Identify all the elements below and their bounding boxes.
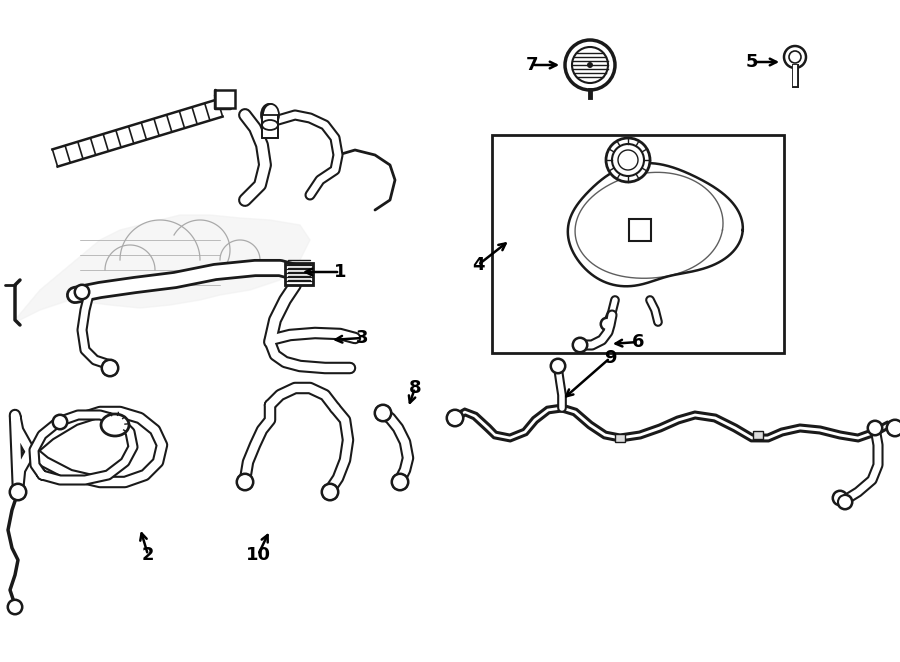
Circle shape	[51, 414, 68, 430]
Text: 10: 10	[246, 546, 271, 564]
Polygon shape	[629, 219, 651, 240]
Circle shape	[784, 46, 806, 68]
Circle shape	[322, 484, 338, 500]
Circle shape	[320, 483, 339, 502]
Circle shape	[618, 150, 638, 170]
Text: 9: 9	[604, 349, 617, 367]
Ellipse shape	[101, 414, 129, 436]
Ellipse shape	[262, 104, 278, 126]
Circle shape	[573, 338, 587, 352]
Circle shape	[599, 316, 615, 332]
Circle shape	[53, 415, 67, 429]
Circle shape	[572, 336, 589, 354]
Text: 2: 2	[142, 546, 154, 564]
Text: 7: 7	[526, 56, 538, 74]
Circle shape	[236, 473, 255, 491]
Text: 1: 1	[334, 263, 346, 281]
Circle shape	[565, 40, 615, 90]
Circle shape	[887, 420, 900, 436]
Circle shape	[392, 474, 408, 490]
Bar	[753, 431, 763, 439]
Circle shape	[868, 421, 882, 435]
Circle shape	[75, 285, 89, 299]
Circle shape	[836, 493, 853, 510]
Circle shape	[833, 491, 847, 505]
Circle shape	[886, 418, 900, 438]
Bar	[285, 263, 313, 285]
Circle shape	[391, 473, 410, 491]
Text: 4: 4	[472, 256, 484, 274]
Circle shape	[8, 600, 22, 614]
Circle shape	[102, 360, 118, 376]
Ellipse shape	[261, 104, 277, 126]
Circle shape	[867, 420, 884, 436]
Bar	[262, 115, 278, 138]
Polygon shape	[52, 99, 222, 167]
Text: 3: 3	[356, 329, 368, 347]
Ellipse shape	[262, 120, 278, 130]
Polygon shape	[15, 215, 310, 320]
Circle shape	[375, 405, 391, 421]
Circle shape	[832, 489, 849, 506]
Text: 6: 6	[632, 333, 644, 351]
Circle shape	[550, 357, 566, 375]
Circle shape	[101, 359, 120, 377]
Circle shape	[447, 410, 463, 426]
Circle shape	[237, 474, 253, 490]
Circle shape	[374, 404, 392, 422]
Circle shape	[551, 359, 565, 373]
Circle shape	[446, 408, 464, 428]
Circle shape	[612, 144, 644, 176]
Bar	[492, 135, 784, 353]
Circle shape	[838, 495, 852, 509]
Circle shape	[587, 62, 593, 68]
Ellipse shape	[263, 104, 279, 126]
Circle shape	[74, 283, 91, 301]
Circle shape	[6, 598, 23, 616]
Text: 8: 8	[409, 379, 421, 397]
Circle shape	[789, 51, 801, 63]
Circle shape	[572, 47, 608, 83]
Circle shape	[8, 483, 28, 502]
Circle shape	[10, 484, 26, 500]
Polygon shape	[568, 163, 742, 286]
Text: 5: 5	[746, 53, 758, 71]
Bar	[215, 90, 235, 108]
Circle shape	[606, 138, 650, 182]
Circle shape	[601, 318, 613, 330]
Bar	[615, 434, 625, 442]
